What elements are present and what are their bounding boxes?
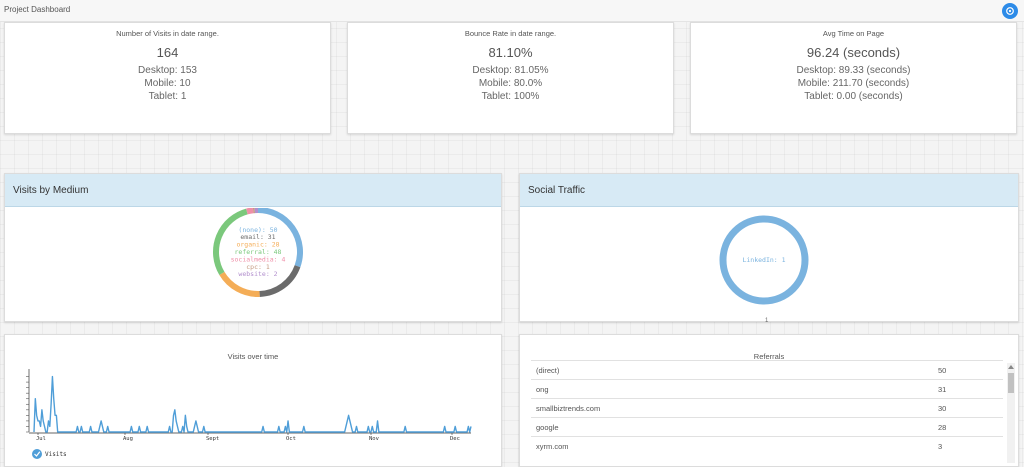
social-traffic-panel: Social Traffic LinkedIn: 1 (519, 173, 1019, 322)
help-icon (1006, 7, 1014, 15)
table-row: (direct) 50 (531, 360, 1003, 380)
referral-count: 28 (933, 417, 1003, 437)
legend-label: Visits (45, 451, 67, 458)
page-title: Project Dashboard (4, 5, 71, 14)
stat-label: Bounce Rate in date range. (464, 29, 557, 38)
donut-slice-linkedin[interactable] (719, 215, 809, 305)
stat-label: Avg Time on Page (822, 29, 885, 38)
referral-count: 50 (933, 360, 1003, 380)
stat-value: 164 (156, 45, 179, 60)
x-tick-label: Jul (36, 436, 46, 442)
donut-label: LinkedIn: 1 (742, 256, 785, 264)
referral-source: (direct) (531, 360, 933, 380)
avg-time-stat-card: Avg Time on Page 96.24 (seconds) Desktop… (690, 22, 1017, 134)
stat-mobile: Mobile: 211.70 (seconds) (797, 78, 910, 89)
stat-desktop: Desktop: 81.05% (472, 65, 549, 76)
stat-desktop: Desktop: 153 (138, 65, 197, 76)
stat-tablet: Tablet: 1 (148, 91, 187, 102)
referrals-panel: Referrals (direct) 50 ong 31 smallbiztre… (519, 334, 1019, 467)
scroll-thumb[interactable] (1008, 373, 1014, 393)
visits-line-chart: Jul Aug Sept Oct Nov Dec Visits (26, 369, 472, 459)
x-tick-label: Nov (369, 436, 380, 442)
visits-over-time-panel: Visits over time Jul Aug Sept Oct Nov Dec Visi… (4, 334, 502, 467)
referral-count: 3 (933, 436, 1003, 456)
stat-tablet: Tablet: 0.00 (seconds) (804, 91, 903, 102)
referral-source: google (531, 417, 933, 437)
donut-label: cpc: 1 (246, 263, 270, 271)
donut-label: referral: 48 (235, 248, 282, 256)
scroll-up-arrow[interactable] (1008, 365, 1014, 369)
top-bar: Project Dashboard (0, 0, 1024, 22)
stat-tablet: Tablet: 100% (481, 91, 540, 102)
social-traffic-donut: LinkedIn: 1 (719, 215, 809, 305)
donut-slice-referral[interactable] (213, 208, 248, 275)
stat-mobile: Mobile: 10 (144, 78, 191, 89)
x-tick-label: Aug (123, 436, 133, 442)
x-tick-label: Dec (450, 436, 460, 442)
x-tick-label: Oct (286, 436, 296, 442)
visits-series-line[interactable] (33, 375, 472, 433)
help-button[interactable] (1002, 3, 1018, 19)
stat-label: Number of Visits in date range. (116, 29, 219, 38)
referral-source: ong (531, 379, 933, 399)
donut-label: website: 2 (238, 270, 277, 278)
visits-stat-card: Number of Visits in date range. 164 Desk… (4, 22, 331, 134)
panel-title: Social Traffic (520, 174, 1018, 207)
stat-value: 81.10% (488, 45, 533, 60)
table-row: smallbiztrends.com 30 (531, 398, 1003, 418)
referral-source: xyrm.com (531, 436, 933, 456)
donut-slice-none[interactable] (257, 208, 303, 268)
table-row: xyrm.com 3 (531, 436, 1003, 456)
stat-mobile: Mobile: 80.0% (478, 78, 543, 89)
referrals-table: (direct) 50 ong 31 smallbiztrends.com 30… (531, 360, 1003, 456)
referrals-title: Referrals (753, 352, 785, 361)
donut-label: organic: 28 (236, 241, 279, 249)
referral-source: smallbiztrends.com (531, 398, 933, 418)
stat-value: 96.24 (seconds) (806, 45, 901, 60)
stat-desktop: Desktop: 89.33 (seconds) (796, 65, 911, 76)
table-row: google 28 (531, 417, 1003, 437)
donut-slice-socialmedia[interactable] (246, 208, 254, 215)
visits-by-medium-panel: Visits by Medium (none): 50 email: 31 orga… (4, 173, 502, 322)
donut-label: socialmedia: 4 (231, 255, 286, 263)
referral-count: 30 (933, 398, 1003, 418)
donut-slice-email[interactable] (259, 265, 301, 297)
social-footnote: 1 (765, 318, 769, 324)
legend-check-icon (34, 451, 41, 457)
chart-title: Visits over time (227, 352, 279, 361)
bounce-rate-stat-card: Bounce Rate in date range. 81.10% Deskto… (347, 22, 674, 134)
donut-label: email: 31 (240, 233, 275, 241)
donut-label: (none): 50 (238, 226, 277, 234)
referrals-scrollbar[interactable] (1007, 363, 1015, 463)
x-tick-label: Sept (206, 436, 219, 442)
donut-slice-organic[interactable] (219, 271, 260, 297)
panel-title: Visits by Medium (5, 174, 501, 207)
legend-swatch[interactable] (32, 449, 42, 459)
referral-count: 31 (933, 379, 1003, 399)
table-row: ong 31 (531, 379, 1003, 399)
